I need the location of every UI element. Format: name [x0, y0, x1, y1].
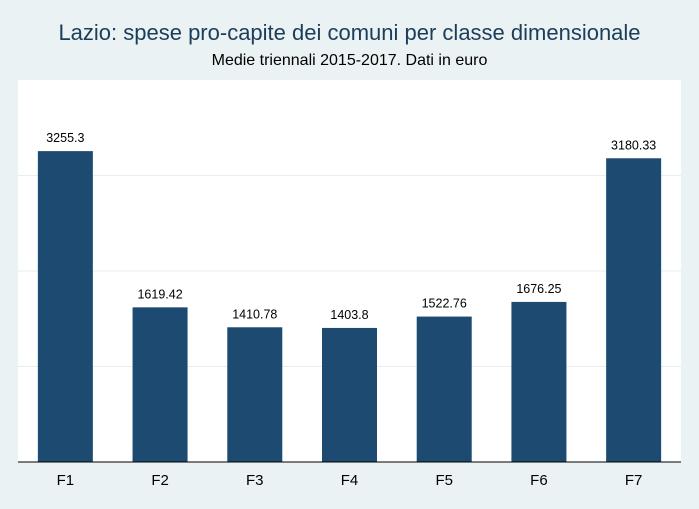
x-axis-ticks: F1 F2 F3 F4 F5 F6 F7 — [57, 472, 643, 489]
bar-f4 — [322, 327, 377, 462]
value-label-f6: 1676.25 — [516, 282, 561, 296]
bar-f1 — [37, 151, 93, 463]
bar-f7 — [606, 158, 662, 462]
value-label-f3: 1410.78 — [232, 307, 277, 321]
bar-f5 — [416, 316, 472, 462]
chart-subtitle: Medie triennali 2015-2017. Dati in euro — [211, 52, 488, 69]
x-tick-label-f5: F5 — [435, 472, 453, 489]
value-label-f5: 1522.76 — [422, 297, 467, 311]
x-tick-label-f2: F2 — [151, 472, 169, 489]
bars — [37, 151, 662, 463]
bar-f3 — [227, 327, 283, 462]
value-label-f1: 3255.3 — [46, 131, 84, 145]
bar-f2 — [132, 307, 188, 462]
x-tick-label-f6: F6 — [530, 472, 548, 489]
x-tick-label-f3: F3 — [246, 472, 264, 489]
value-label-f7: 3180.33 — [611, 138, 656, 152]
x-tick-label-f1: F1 — [57, 472, 75, 489]
chart-title: Lazio: spese pro-capite dei comuni per c… — [58, 20, 641, 45]
value-labels: 3255.3 1619.42 1410.78 1403.8 1522.76 1676.25… — [46, 131, 656, 322]
value-label-f4: 1403.8 — [330, 308, 368, 322]
bar-f6 — [511, 301, 567, 462]
x-tick-label-f4: F4 — [341, 472, 359, 489]
x-tick-label-f7: F7 — [625, 472, 643, 489]
value-label-f2: 1619.42 — [137, 287, 182, 301]
